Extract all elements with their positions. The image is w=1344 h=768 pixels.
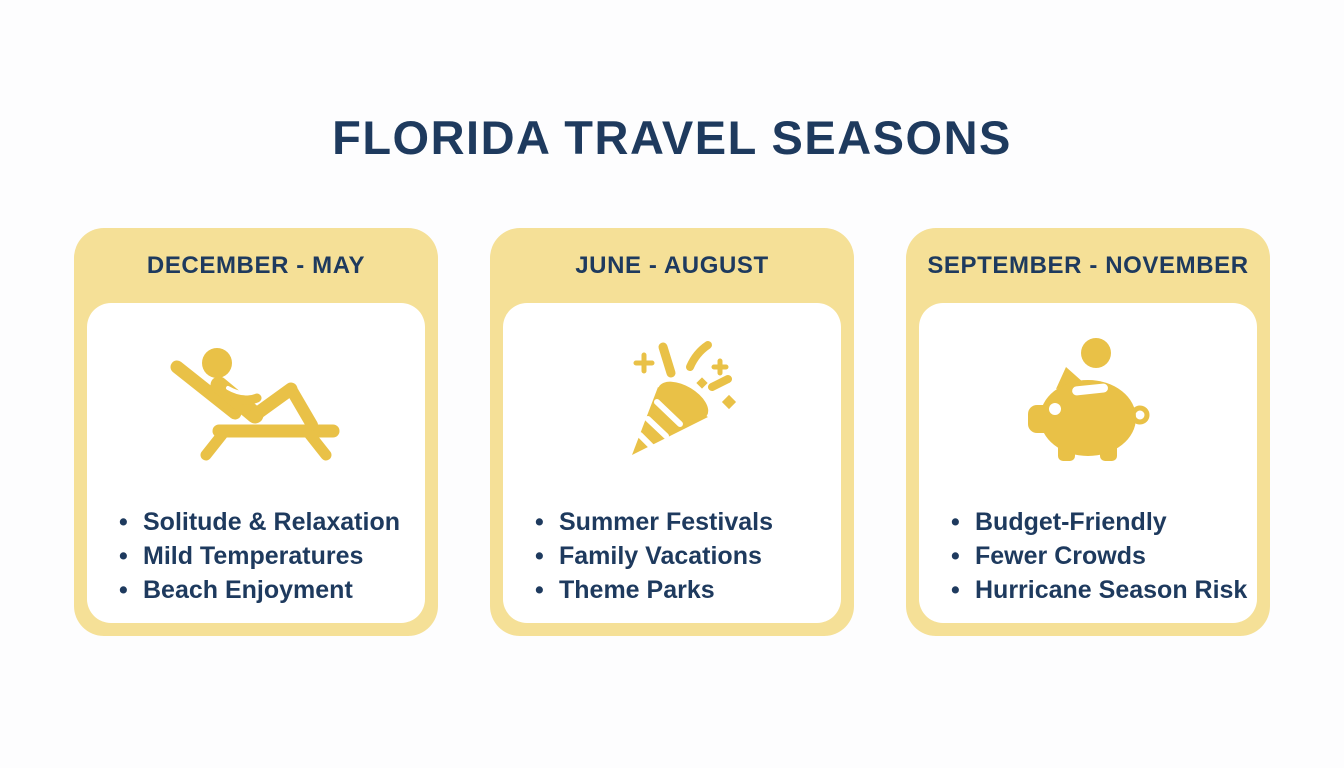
bullet-item: Family Vacations bbox=[535, 539, 831, 573]
bullet-item: Solitude & Relaxation bbox=[119, 505, 415, 539]
season-card-december-may: DECEMBER - MAY bbox=[74, 228, 438, 636]
bullet-item: Beach Enjoyment bbox=[119, 573, 415, 607]
bullet-item: Hurricane Season Risk bbox=[951, 573, 1247, 607]
season-cards-row: DECEMBER - MAY bbox=[0, 228, 1344, 636]
season-card-header: JUNE - AUGUST bbox=[575, 251, 769, 279]
bullet-list: Budget-Friendly Fewer Crowds Hurricane S… bbox=[919, 505, 1257, 607]
bullet-item: Mild Temperatures bbox=[119, 539, 415, 573]
piggy-bank-icon bbox=[919, 321, 1257, 489]
bullet-list: Solitude & Relaxation Mild Temperatures … bbox=[87, 505, 425, 607]
page-title: FLORIDA TRAVEL SEASONS bbox=[332, 111, 1012, 164]
bullet-list: Summer Festivals Family Vacations Theme … bbox=[503, 505, 841, 607]
season-card-body: Summer Festivals Family Vacations Theme … bbox=[503, 303, 841, 623]
season-card-body: Budget-Friendly Fewer Crowds Hurricane S… bbox=[919, 303, 1257, 623]
season-card-body: Solitude & Relaxation Mild Temperatures … bbox=[87, 303, 425, 623]
bullet-item: Budget-Friendly bbox=[951, 505, 1247, 539]
lounge-chair-icon bbox=[87, 321, 425, 489]
season-card-header: DECEMBER - MAY bbox=[146, 251, 366, 279]
season-card-september-november: SEPTEMBER - NOVEMBER bbox=[906, 228, 1270, 636]
bullet-item: Summer Festivals bbox=[535, 505, 831, 539]
season-card-june-august: JUNE - AUGUST bbox=[490, 228, 854, 636]
bullet-item: Theme Parks bbox=[535, 573, 831, 607]
party-popper-icon bbox=[503, 321, 841, 489]
bullet-item: Fewer Crowds bbox=[951, 539, 1247, 573]
season-card-header: SEPTEMBER - NOVEMBER bbox=[927, 251, 1249, 279]
